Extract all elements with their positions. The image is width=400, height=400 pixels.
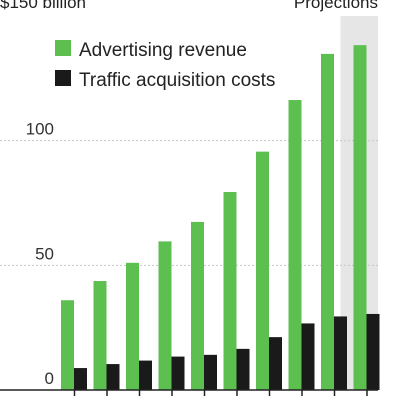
legend-label-advertising-revenue: Advertising revenue (79, 40, 247, 61)
ad-revenue-bar-9 (321, 53, 334, 390)
legend-swatch-advertising-revenue (55, 40, 71, 56)
ad-revenue-bar-7 (256, 151, 269, 390)
ad-revenue-bar-3 (126, 262, 139, 390)
tac-bar-10 (366, 313, 380, 390)
ad-revenue-bar-1 (61, 300, 74, 390)
tac-bar-7 (269, 337, 282, 390)
legend-swatch-traffic-acquisition-costs (55, 70, 71, 86)
tac-bar-4 (171, 356, 185, 390)
tac-bar-1 (74, 368, 87, 390)
y-tick-label-0: 0 (45, 369, 54, 388)
ad-revenue-bar-4 (158, 241, 172, 390)
y-tick-label-100: 100 (26, 120, 54, 139)
ad-revenue-bar-10 (353, 45, 367, 391)
tac-bar-3 (139, 360, 152, 390)
tac-bar-8 (301, 323, 315, 390)
ad-revenue-bar-2 (93, 281, 107, 390)
projections-label: Projections (294, 0, 378, 12)
tac-bar-2 (106, 364, 120, 390)
ad-revenue-bar-8 (288, 100, 302, 390)
tac-bar-5 (204, 354, 217, 390)
legend: Advertising revenue Traffic acquisition … (55, 40, 275, 91)
legend-label-traffic-acquisition-costs: Traffic acquisition costs (79, 70, 275, 91)
tac-bar-9 (334, 316, 347, 390)
y-tick-label-50: 50 (35, 244, 54, 263)
ad-revenue-bar-5 (191, 221, 204, 390)
tac-bar-6 (236, 348, 250, 390)
ad-revenue-bar-6 (223, 192, 237, 390)
y-axis-unit-label: $150 billion (0, 0, 86, 12)
